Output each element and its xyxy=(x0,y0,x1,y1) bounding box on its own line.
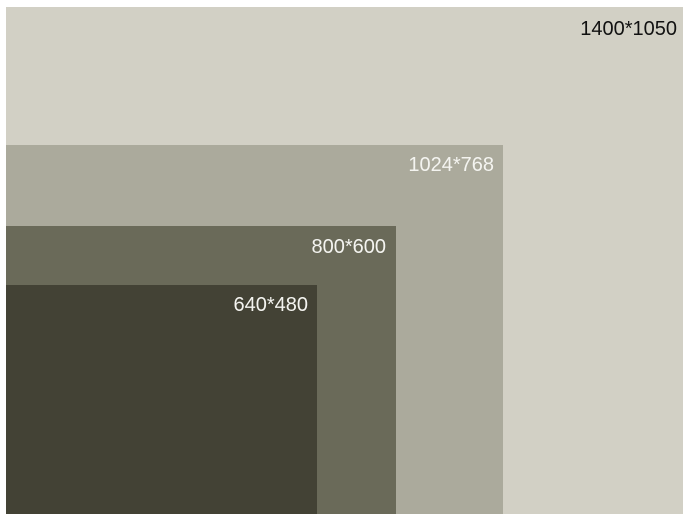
resolution-label-1400x1050: 1400*1050 xyxy=(580,18,677,40)
resolution-label-640x480: 640*480 xyxy=(233,294,308,316)
resolution-box-640x480: 640*480 xyxy=(6,285,317,514)
resolution-label-1024x768: 1024*768 xyxy=(408,154,494,176)
resolution-label-800x600: 800*600 xyxy=(311,236,386,258)
